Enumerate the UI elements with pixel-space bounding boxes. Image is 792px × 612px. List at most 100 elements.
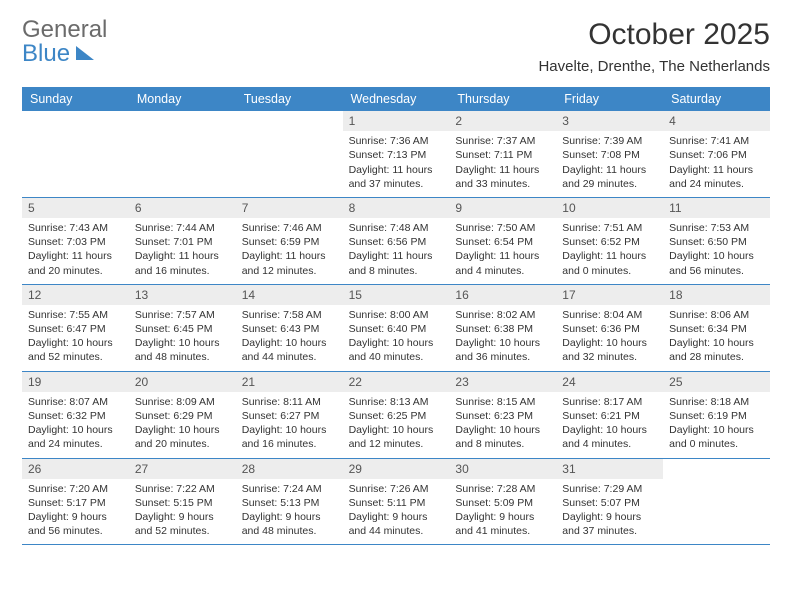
day-header: Tuesday <box>236 87 343 111</box>
day-info-line: Sunset: 6:23 PM <box>455 409 550 423</box>
day-cell: 8Sunrise: 7:48 AMSunset: 6:56 PMDaylight… <box>343 198 450 284</box>
day-info-line: Sunrise: 7:26 AM <box>349 482 444 496</box>
week-row: 19Sunrise: 8:07 AMSunset: 6:32 PMDayligh… <box>22 372 770 459</box>
day-info-line: Sunset: 5:09 PM <box>455 496 550 510</box>
day-info-line: Daylight: 11 hours and 29 minutes. <box>562 163 657 191</box>
day-info-line: Sunset: 6:59 PM <box>242 235 337 249</box>
day-info-line: Daylight: 9 hours and 52 minutes. <box>135 510 230 538</box>
day-info-line: Sunset: 6:56 PM <box>349 235 444 249</box>
day-cell: 21 Sunrise: 8:11 AMSunset: 6:27 PMDayligh… <box>236 372 343 458</box>
day-info-line: Sunrise: 8:13 AM <box>349 395 444 409</box>
day-info-line: Sunset: 5:15 PM <box>135 496 230 510</box>
day-number: 28 <box>236 459 343 479</box>
day-info-line: Daylight: 10 hours and 32 minutes. <box>562 336 657 364</box>
week-row: 5Sunrise: 7:43 AMSunset: 7:03 PMDaylight… <box>22 198 770 285</box>
day-cell: 16Sunrise: 8:02 AMSunset: 6:38 PMDayligh… <box>449 285 556 371</box>
logo-line2-wrap: Blue <box>22 42 107 66</box>
day-cell: 19Sunrise: 8:07 AMSunset: 6:32 PMDayligh… <box>22 372 129 458</box>
day-cell: 3Sunrise: 7:39 AMSunset: 7:08 PMDaylight… <box>556 111 663 197</box>
month-title: October 2025 <box>538 18 770 52</box>
day-info-line: Sunset: 6:52 PM <box>562 235 657 249</box>
day-number: 11 <box>663 198 770 218</box>
day-cell: 11Sunrise: 7:53 AMSunset: 6:50 PMDayligh… <box>663 198 770 284</box>
day-info-line: Sunrise: 8:09 AM <box>135 395 230 409</box>
day-info-line: Daylight: 11 hours and 24 minutes. <box>669 163 764 191</box>
day-info-line: Sunrise: 8:11 AM <box>242 395 337 409</box>
day-info-line: Daylight: 10 hours and 40 minutes. <box>349 336 444 364</box>
day-info-line: Sunset: 5:17 PM <box>28 496 123 510</box>
day-info-line: Sunrise: 7:43 AM <box>28 221 123 235</box>
week-row: 26Sunrise: 7:20 AMSunset: 5:17 PMDayligh… <box>22 459 770 546</box>
day-info-line: Sunset: 6:47 PM <box>28 322 123 336</box>
day-number: 13 <box>129 285 236 305</box>
day-info-line: Daylight: 10 hours and 16 minutes. <box>242 423 337 451</box>
day-number: 16 <box>449 285 556 305</box>
day-cell: 28Sunrise: 7:24 AMSunset: 5:13 PMDayligh… <box>236 459 343 545</box>
day-info-line: Sunrise: 7:44 AM <box>135 221 230 235</box>
day-info-line: Daylight: 10 hours and 28 minutes. <box>669 336 764 364</box>
day-info-line: Sunrise: 7:55 AM <box>28 308 123 322</box>
day-number: 23 <box>449 372 556 392</box>
day-info-line: Sunset: 6:34 PM <box>669 322 764 336</box>
day-cell: 17Sunrise: 8:04 AMSunset: 6:36 PMDayligh… <box>556 285 663 371</box>
day-info-line: Daylight: 9 hours and 48 minutes. <box>242 510 337 538</box>
day-number: 30 <box>449 459 556 479</box>
logo: General Blue <box>22 18 107 66</box>
day-info-line: Sunset: 7:01 PM <box>135 235 230 249</box>
day-number: 19 <box>22 372 129 392</box>
day-info-line: Sunrise: 8:00 AM <box>349 308 444 322</box>
day-info-line: Sunrise: 7:22 AM <box>135 482 230 496</box>
logo-text-block: General Blue <box>22 18 107 66</box>
day-number: 18 <box>663 285 770 305</box>
day-info-line: Sunrise: 8:15 AM <box>455 395 550 409</box>
day-cell: 13Sunrise: 7:57 AMSunset: 6:45 PMDayligh… <box>129 285 236 371</box>
calendar-page: General Blue October 2025 Havelte, Drent… <box>0 0 792 555</box>
day-info-line: Sunrise: 7:28 AM <box>455 482 550 496</box>
day-info-line: Sunset: 6:27 PM <box>242 409 337 423</box>
day-cell: 14Sunrise: 7:58 AMSunset: 6:43 PMDayligh… <box>236 285 343 371</box>
header-row: General Blue October 2025 Havelte, Drent… <box>22 18 770 75</box>
day-number: 2 <box>449 111 556 131</box>
day-info-line: Sunrise: 7:39 AM <box>562 134 657 148</box>
day-info-line: Sunset: 6:29 PM <box>135 409 230 423</box>
day-cell: 5Sunrise: 7:43 AMSunset: 7:03 PMDaylight… <box>22 198 129 284</box>
day-info-line: Sunset: 7:06 PM <box>669 148 764 162</box>
day-cell: 25Sunrise: 8:18 AMSunset: 6:19 PMDayligh… <box>663 372 770 458</box>
day-info-line: Sunset: 6:45 PM <box>135 322 230 336</box>
day-cell: 31Sunrise: 7:29 AMSunset: 5:07 PMDayligh… <box>556 459 663 545</box>
day-info-line: Daylight: 10 hours and 24 minutes. <box>28 423 123 451</box>
day-number: 17 <box>556 285 663 305</box>
day-info-line: Sunset: 6:40 PM <box>349 322 444 336</box>
day-number: 21 <box>236 372 343 392</box>
day-info-line: Daylight: 9 hours and 56 minutes. <box>28 510 123 538</box>
day-info-line: Daylight: 10 hours and 56 minutes. <box>669 249 764 277</box>
day-number: 1 <box>343 111 450 131</box>
day-number: 29 <box>343 459 450 479</box>
day-info-line: Daylight: 10 hours and 48 minutes. <box>135 336 230 364</box>
day-number: 27 <box>129 459 236 479</box>
day-number: 25 <box>663 372 770 392</box>
day-cell: . <box>236 111 343 197</box>
day-info-line: Daylight: 11 hours and 20 minutes. <box>28 249 123 277</box>
day-cell: 4Sunrise: 7:41 AMSunset: 7:06 PMDaylight… <box>663 111 770 197</box>
day-number: 9 <box>449 198 556 218</box>
week-row: 12Sunrise: 7:55 AMSunset: 6:47 PMDayligh… <box>22 285 770 372</box>
day-number: 10 <box>556 198 663 218</box>
day-cell: 22Sunrise: 8:13 AMSunset: 6:25 PMDayligh… <box>343 372 450 458</box>
day-number: 20 <box>129 372 236 392</box>
day-number: 4 <box>663 111 770 131</box>
day-info-line: Sunset: 6:50 PM <box>669 235 764 249</box>
day-header: Monday <box>129 87 236 111</box>
day-info-line: Daylight: 11 hours and 0 minutes. <box>562 249 657 277</box>
day-cell: 10Sunrise: 7:51 AMSunset: 6:52 PMDayligh… <box>556 198 663 284</box>
day-number: 3 <box>556 111 663 131</box>
day-info-line: Sunset: 6:25 PM <box>349 409 444 423</box>
day-number: 26 <box>22 459 129 479</box>
day-info-line: Sunset: 7:13 PM <box>349 148 444 162</box>
day-info-line: Sunrise: 8:18 AM <box>669 395 764 409</box>
day-cell: 18Sunrise: 8:06 AMSunset: 6:34 PMDayligh… <box>663 285 770 371</box>
day-header: Saturday <box>663 87 770 111</box>
location: Havelte, Drenthe, The Netherlands <box>538 58 770 75</box>
day-cell: . <box>663 459 770 545</box>
day-info-line: Sunset: 6:36 PM <box>562 322 657 336</box>
